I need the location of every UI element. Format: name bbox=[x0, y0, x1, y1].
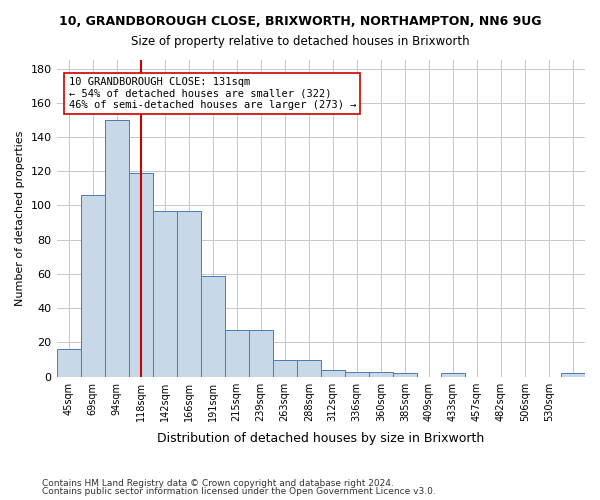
Text: Size of property relative to detached houses in Brixworth: Size of property relative to detached ho… bbox=[131, 35, 469, 48]
Bar bbox=[345, 372, 369, 376]
Bar bbox=[321, 370, 345, 376]
Bar bbox=[224, 330, 249, 376]
Bar bbox=[297, 360, 321, 376]
Bar bbox=[561, 373, 585, 376]
X-axis label: Distribution of detached houses by size in Brixworth: Distribution of detached houses by size … bbox=[157, 432, 484, 445]
Bar bbox=[128, 173, 152, 376]
Bar bbox=[104, 120, 128, 376]
Bar bbox=[273, 360, 297, 376]
Bar bbox=[80, 195, 104, 376]
Text: 10 GRANDBOROUGH CLOSE: 131sqm
← 54% of detached houses are smaller (322)
46% of : 10 GRANDBOROUGH CLOSE: 131sqm ← 54% of d… bbox=[68, 77, 356, 110]
Bar bbox=[176, 210, 200, 376]
Bar bbox=[152, 210, 176, 376]
Bar bbox=[200, 276, 224, 376]
Text: 10, GRANDBOROUGH CLOSE, BRIXWORTH, NORTHAMPTON, NN6 9UG: 10, GRANDBOROUGH CLOSE, BRIXWORTH, NORTH… bbox=[59, 15, 541, 28]
Bar bbox=[393, 373, 417, 376]
Bar bbox=[441, 373, 465, 376]
Bar bbox=[369, 372, 393, 376]
Y-axis label: Number of detached properties: Number of detached properties bbox=[15, 130, 25, 306]
Text: Contains public sector information licensed under the Open Government Licence v3: Contains public sector information licen… bbox=[42, 487, 436, 496]
Text: Contains HM Land Registry data © Crown copyright and database right 2024.: Contains HM Land Registry data © Crown c… bbox=[42, 478, 394, 488]
Bar bbox=[249, 330, 273, 376]
Bar bbox=[56, 350, 80, 376]
